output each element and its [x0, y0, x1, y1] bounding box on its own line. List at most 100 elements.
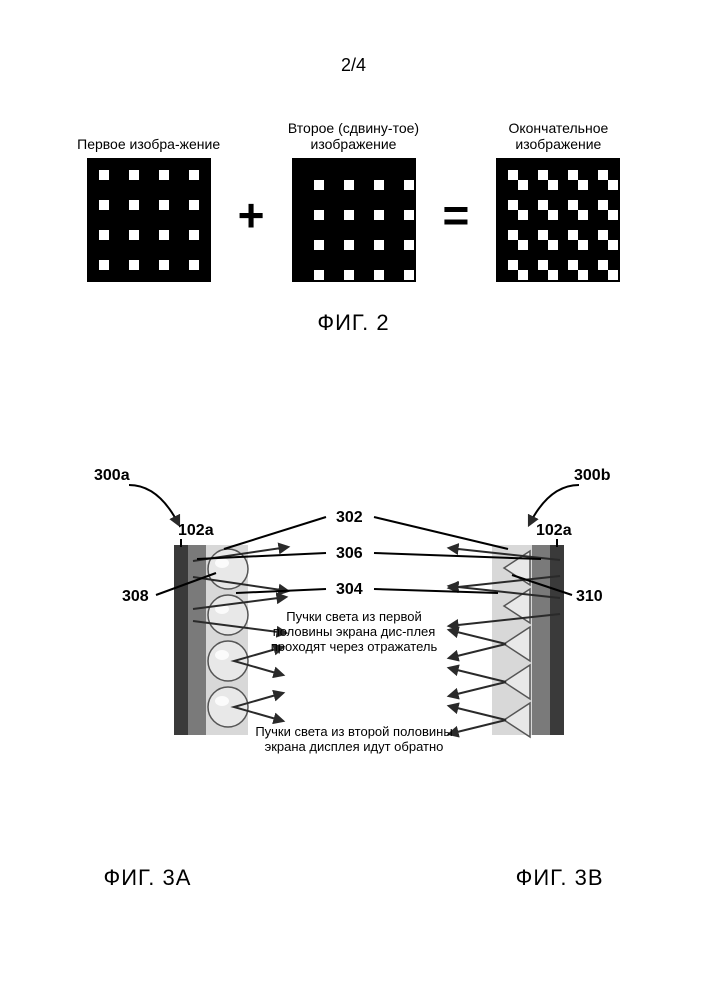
grid-cell — [558, 250, 568, 260]
grid-cell — [314, 250, 324, 260]
grid-cell — [384, 160, 394, 170]
grid-cell — [189, 230, 199, 240]
grid-cell — [109, 160, 119, 170]
grid-cell — [354, 160, 364, 170]
grid-cell — [139, 210, 149, 220]
grid-cell — [344, 160, 354, 170]
grid-cell — [119, 160, 129, 170]
grid-cell — [354, 250, 364, 260]
grid-cell — [189, 240, 199, 250]
grid-cell — [528, 240, 538, 250]
grid-cell — [304, 270, 314, 280]
grid-cell — [528, 230, 538, 240]
grid-cell — [538, 170, 548, 180]
grid-cell — [374, 180, 384, 190]
grid-cell — [508, 250, 518, 260]
grid-cell — [179, 270, 189, 280]
fig2-label-c: Окончательное изображение — [483, 120, 633, 152]
grid-cell — [199, 160, 209, 170]
grid-cell — [99, 270, 109, 280]
grid-cell — [304, 240, 314, 250]
grid-cell — [568, 220, 578, 230]
grid-cell — [548, 260, 558, 270]
grid-cell — [374, 160, 384, 170]
grid-cell — [109, 190, 119, 200]
grid-cell — [149, 210, 159, 220]
grid-cell — [109, 170, 119, 180]
grid-cell — [344, 230, 354, 240]
grid-cell — [89, 230, 99, 240]
grid-cell — [354, 180, 364, 190]
grid-cell — [538, 250, 548, 260]
grid-cell — [89, 210, 99, 220]
grid-cell — [498, 180, 508, 190]
figure-2-row: Первое изобра-жение + Второе (сдвину-тое… — [74, 120, 634, 282]
grid-cell — [608, 220, 618, 230]
grid-cell — [334, 220, 344, 230]
grid-cell — [109, 180, 119, 190]
grid-cell — [354, 220, 364, 230]
grid-cell — [334, 210, 344, 220]
svg-text:304: 304 — [336, 581, 363, 598]
grid-cell — [598, 210, 608, 220]
grid-cell — [199, 220, 209, 230]
grid-cell — [578, 250, 588, 260]
grid-cell — [139, 160, 149, 170]
grid-cell — [558, 220, 568, 230]
grid-cell — [548, 190, 558, 200]
grid-cell — [538, 160, 548, 170]
grid-cell — [314, 270, 324, 280]
grid-cell — [324, 260, 334, 270]
grid-cell — [294, 160, 304, 170]
grid-cell — [109, 270, 119, 280]
grid-cell — [344, 180, 354, 190]
grid-cell — [294, 200, 304, 210]
grid-cell — [598, 170, 608, 180]
grid-cell — [608, 210, 618, 220]
grid-cell — [304, 250, 314, 260]
grid-cell — [598, 160, 608, 170]
grid-cell — [374, 210, 384, 220]
grid-cell — [189, 250, 199, 260]
grid-cell — [508, 170, 518, 180]
grid-cell — [159, 180, 169, 190]
grid-cell — [89, 170, 99, 180]
grid-cell — [528, 190, 538, 200]
grid-cell — [384, 240, 394, 250]
grid-cell — [518, 250, 528, 260]
grid-cell — [159, 160, 169, 170]
grid-cell — [324, 220, 334, 230]
grid-cell — [119, 200, 129, 210]
grid-cell — [404, 270, 414, 280]
grid-cell — [548, 200, 558, 210]
grid-cell — [294, 260, 304, 270]
grid-cell — [404, 170, 414, 180]
svg-text:310: 310 — [576, 588, 603, 605]
grid-cell — [598, 260, 608, 270]
grid-cell — [558, 160, 568, 170]
grid-cell — [189, 270, 199, 280]
grid-cell — [578, 240, 588, 250]
grid-cell — [394, 200, 404, 210]
grid-cell — [189, 170, 199, 180]
grid-cell — [374, 270, 384, 280]
grid-cell — [89, 270, 99, 280]
grid-cell — [169, 190, 179, 200]
grid-cell — [518, 190, 528, 200]
grid-cell — [374, 200, 384, 210]
grid-cell — [588, 170, 598, 180]
grid-cell — [404, 210, 414, 220]
grid-cell — [374, 240, 384, 250]
grid-cell — [548, 210, 558, 220]
fig2-label-a: Первое изобра-жение — [77, 120, 220, 152]
grid-cell — [598, 230, 608, 240]
grid-cell — [119, 250, 129, 260]
grid-cell — [404, 240, 414, 250]
grid-cell — [404, 190, 414, 200]
grid-cell — [528, 250, 538, 260]
grid-cell — [199, 200, 209, 210]
grid-cell — [334, 270, 344, 280]
grid-cell — [199, 190, 209, 200]
grid-cell — [304, 210, 314, 220]
grid-cell — [508, 210, 518, 220]
